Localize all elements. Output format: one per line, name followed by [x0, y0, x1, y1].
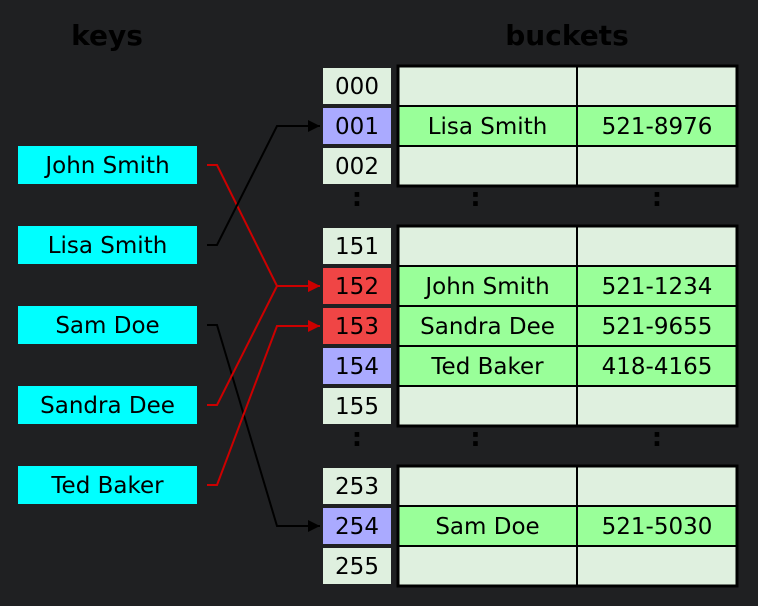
- bucket-phone-cell: [576, 465, 738, 507]
- bucket-phone: 521-8976: [602, 114, 713, 140]
- bucket-row-151: 151: [323, 225, 738, 267]
- bucket-index-box: [323, 68, 391, 104]
- key-label: Ted Baker: [50, 473, 164, 499]
- bucket-phone-cell: [576, 145, 738, 187]
- bucket-row-001: 001 Lisa Smith 521-8976: [323, 105, 738, 147]
- bucket-name: Sam Doe: [435, 514, 539, 540]
- bucket-name: Sandra Dee: [420, 314, 555, 340]
- bucket-index-box: [323, 468, 391, 504]
- ellipsis-row: :::: [352, 183, 662, 213]
- bucket-index: 000: [335, 74, 379, 100]
- bucket-phone-cell: [576, 545, 738, 587]
- bucket-phone: 521-9655: [602, 314, 713, 340]
- bucket-name: Lisa Smith: [428, 114, 548, 140]
- bucket-index: 001: [335, 114, 379, 140]
- bucket-index-box: [323, 508, 391, 544]
- bucket-row-154: 154 Ted Baker 418-4165: [323, 345, 738, 387]
- bucket-index-box: [323, 308, 391, 344]
- bucket-index-box: [323, 108, 391, 144]
- bucket-index: 253: [335, 474, 379, 500]
- bucket-name-cell: [397, 225, 578, 267]
- bucket-name-cell: [397, 145, 578, 187]
- bucket-row-253: 253: [323, 465, 738, 507]
- ellipsis-mark: :: [652, 423, 662, 453]
- key-lisa-smith: Lisa Smith: [18, 226, 197, 264]
- key-john-smith: John Smith: [18, 146, 197, 184]
- ellipsis-mark: :: [352, 423, 362, 453]
- buckets-header: buckets: [505, 19, 628, 52]
- bucket-name-cell: [397, 265, 578, 307]
- bucket-index: 002: [335, 154, 379, 180]
- bucket-group-border: [396, 64, 739, 188]
- bucket-index-box: [323, 148, 391, 184]
- bucket-phone-cell: [576, 65, 738, 107]
- arrow-sam-doe-to-254: [207, 324, 320, 532]
- bucket-row-155: 155: [323, 385, 738, 427]
- bucket-index: 254: [335, 514, 379, 540]
- key-box: [18, 386, 197, 424]
- bucket-index-box: [323, 268, 391, 304]
- bucket-index: 255: [335, 554, 379, 580]
- key-label: John Smith: [43, 153, 169, 179]
- bucket-row-000: 000: [323, 65, 738, 107]
- key-box: [18, 146, 197, 184]
- key-box: [18, 306, 197, 344]
- bucket-phone: 521-5030: [602, 514, 713, 540]
- ellipsis-row: :::: [352, 423, 662, 453]
- ellipsis-mark: :: [652, 183, 662, 213]
- bucket-row-254: 254 Sam Doe 521-5030: [323, 505, 738, 547]
- bucket-group-border: [396, 464, 739, 588]
- bucket-group-border: [396, 224, 739, 428]
- bucket-index: 154: [335, 354, 379, 380]
- bucket-name-cell: [397, 385, 578, 427]
- bucket-name-cell: [397, 345, 578, 387]
- key-label: Sam Doe: [55, 313, 159, 339]
- arrow-lisa-smith-to-001: [207, 120, 320, 246]
- bucket-index-box: [323, 388, 391, 424]
- bucket-index: 155: [335, 394, 379, 420]
- bucket-phone-cell: [576, 105, 738, 147]
- bucket-index-box: [323, 348, 391, 384]
- keys-header: keys: [71, 19, 143, 52]
- key-box: [18, 466, 197, 504]
- bucket-index-box: [323, 548, 391, 584]
- keys-column: John Smith Lisa Smith Sam Doe Sandra Dee Ted…: [18, 146, 197, 504]
- bucket-index: 153: [335, 314, 379, 340]
- key-sam-doe: Sam Doe: [18, 306, 197, 344]
- ellipsis-mark: :: [470, 183, 480, 213]
- bucket-phone-cell: [576, 225, 738, 267]
- bucket-name: Ted Baker: [430, 354, 544, 380]
- bucket-phone: 521-1234: [602, 274, 713, 300]
- arrow-sandra-dee-to-152: [207, 280, 320, 406]
- key-sandra-dee: Sandra Dee: [18, 386, 197, 424]
- bucket-name-cell: [397, 545, 578, 587]
- bucket-row-002: 002: [323, 145, 738, 187]
- ellipsis-mark: :: [352, 183, 362, 213]
- key-label: Sandra Dee: [40, 393, 175, 419]
- bucket-index: 151: [335, 234, 379, 260]
- bucket-phone-cell: [576, 385, 738, 427]
- bucket-row-255: 255: [323, 545, 738, 587]
- bucket-name-cell: [397, 465, 578, 507]
- bucket-phone-cell: [576, 505, 738, 547]
- arrow-ted-baker-to-153: [207, 320, 320, 486]
- bucket-row-153: 153 Sandra Dee 521-9655: [323, 305, 738, 347]
- bucket-row-152: 152 John Smith 521-1234: [323, 265, 738, 307]
- bucket-phone-cell: [576, 345, 738, 387]
- key-box: [18, 226, 197, 264]
- bucket-phone: 418-4165: [602, 354, 713, 380]
- bucket-index-box: [323, 228, 391, 264]
- ellipsis-mark: :: [470, 423, 480, 453]
- bucket-name-cell: [397, 65, 578, 107]
- key-label: Lisa Smith: [48, 233, 168, 259]
- key-ted-baker: Ted Baker: [18, 466, 197, 504]
- arrows: [207, 120, 320, 532]
- bucket-name: John Smith: [423, 274, 549, 300]
- bucket-index: 152: [335, 274, 379, 300]
- bucket-phone-cell: [576, 305, 738, 347]
